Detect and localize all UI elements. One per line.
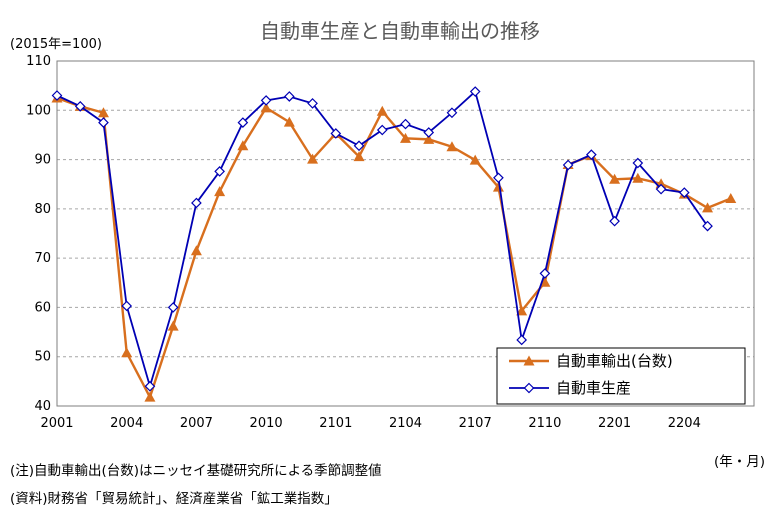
chart-title: 自動車生産と自動車輸出の推移 [260, 19, 540, 43]
data-point [655, 183, 667, 195]
data-point [97, 107, 109, 118]
data-point [725, 193, 737, 204]
y-tick-label: 70 [34, 251, 51, 266]
data-point [632, 157, 644, 169]
x-tick-label: 2204 [668, 416, 701, 431]
y-tick-label: 60 [34, 300, 51, 315]
plot-area-frame [56, 60, 755, 407]
data-point [400, 118, 411, 130]
series-layer [51, 86, 737, 402]
y-tick-label: 90 [34, 153, 51, 168]
data-point [51, 90, 63, 101]
data-point [121, 300, 133, 312]
data-point [469, 86, 481, 97]
legend-box [496, 347, 746, 405]
data-point [493, 172, 504, 184]
note-text: (注)自動車輸出(台数)はニッセイ基礎研究所による季節調整値 [10, 463, 382, 479]
legend-label: 自動車生産 [556, 379, 631, 397]
data-point [283, 91, 295, 102]
x-tick-label: 2201 [598, 416, 631, 431]
data-point [167, 302, 179, 313]
data-point [260, 95, 272, 106]
data-point [539, 268, 551, 279]
legend-label: 自動車輸出(台数) [556, 352, 673, 370]
x-tick-label: 2110 [528, 416, 561, 431]
data-point [237, 140, 249, 151]
data-point [539, 276, 551, 287]
data-point [144, 380, 156, 392]
data-point [609, 173, 621, 184]
series-line [56, 96, 732, 401]
data-point [307, 153, 319, 164]
x-tick-label: 2107 [459, 416, 492, 431]
data-point [423, 127, 435, 138]
x-tick-label: 2004 [110, 416, 143, 431]
source-text: (資料)財務省「貿易統計」、経済産業省「鉱工業指数」 [10, 491, 338, 507]
data-point [190, 245, 202, 256]
data-point [283, 116, 295, 127]
data-point [167, 320, 179, 331]
data-point [702, 220, 713, 232]
y-axis-ticks: 40 50 60 70 80 90 100 110 [26, 54, 51, 414]
x-tick-label: 2104 [389, 416, 422, 431]
data-point [702, 202, 714, 213]
series-production [51, 86, 713, 392]
x-tick-label: 2001 [40, 416, 73, 431]
data-point [446, 141, 458, 152]
data-point [353, 151, 365, 162]
data-point [400, 132, 411, 143]
y-axis-unit-label: (2015年=100) [10, 37, 102, 52]
data-point [376, 105, 388, 116]
data-point [562, 159, 574, 171]
legend: 自動車輸出(台数) 自動車生産 [496, 347, 746, 405]
data-point [678, 187, 690, 198]
data-point [376, 124, 388, 136]
data-point [423, 133, 435, 144]
series-line [56, 89, 709, 390]
x-tick-label: 2007 [180, 416, 213, 431]
data-point [144, 391, 156, 402]
data-point [492, 181, 504, 192]
data-point [586, 149, 597, 160]
y-tick-label: 50 [34, 350, 51, 365]
data-point [516, 334, 528, 346]
data-point [214, 186, 226, 197]
y-tick-label: 40 [34, 399, 51, 414]
data-point [307, 98, 318, 109]
x-tick-label: 2010 [250, 416, 283, 431]
x-axis-unit-label: (年・月) [713, 454, 765, 470]
data-point [260, 102, 272, 113]
data-point [330, 128, 342, 139]
data-point [609, 215, 620, 227]
legend-marker [523, 355, 535, 366]
data-point [353, 140, 365, 152]
data-point [237, 117, 249, 128]
y-tick-label: 100 [26, 103, 51, 118]
data-point [98, 117, 109, 128]
data-point [191, 197, 202, 209]
data-point [74, 100, 86, 112]
x-tick-label: 2101 [319, 416, 352, 431]
y-tick-label: 80 [34, 202, 51, 217]
data-point [446, 107, 458, 119]
x-axis-ticks: 2001 2004 2007 2010 2101 2104 2107 2110 2201 2204 [40, 416, 700, 431]
data-point [469, 154, 481, 165]
legend-marker [523, 382, 535, 394]
y-tick-label: 110 [26, 54, 51, 69]
data-point [121, 347, 133, 358]
data-point [214, 166, 225, 177]
data-point [516, 305, 528, 316]
gridlines [57, 109, 754, 358]
data-point [632, 172, 644, 183]
series-export [51, 92, 737, 402]
